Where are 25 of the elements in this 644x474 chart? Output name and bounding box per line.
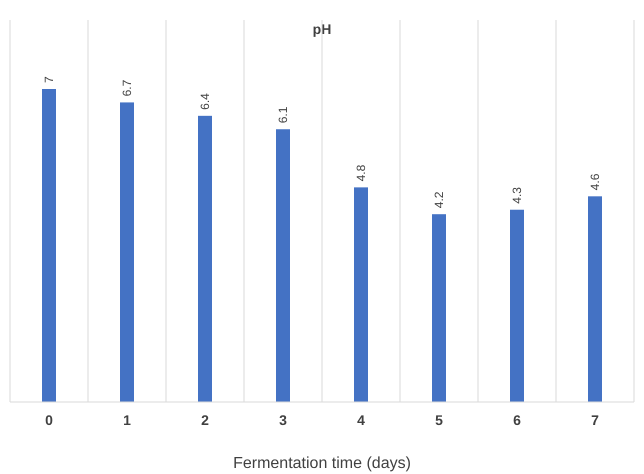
bar bbox=[120, 102, 134, 402]
data-label: 6.7 bbox=[120, 79, 134, 96]
data-label: 4.3 bbox=[510, 186, 524, 204]
x-tick-label: 6 bbox=[513, 412, 522, 428]
x-axis-title: Fermentation time (days) bbox=[233, 455, 411, 472]
bar bbox=[276, 129, 290, 402]
x-tick-label: 2 bbox=[201, 412, 210, 428]
bar bbox=[198, 116, 212, 402]
bar bbox=[432, 214, 446, 402]
data-label: 6.1 bbox=[276, 106, 290, 124]
x-tick-label: 3 bbox=[279, 412, 288, 428]
bar bbox=[42, 89, 56, 402]
data-label: 7 bbox=[42, 76, 56, 83]
data-label: 4.8 bbox=[354, 164, 368, 182]
data-label: 6.4 bbox=[198, 92, 212, 110]
x-tick-label: 1 bbox=[123, 412, 132, 428]
bar bbox=[354, 187, 368, 402]
x-tick-label: 0 bbox=[45, 412, 54, 428]
bar bbox=[510, 210, 524, 402]
data-label: 4.6 bbox=[588, 173, 602, 190]
bar bbox=[588, 196, 602, 402]
x-tick-label: 7 bbox=[591, 412, 600, 428]
data-label: 4.2 bbox=[432, 191, 446, 208]
x-tick-label: 4 bbox=[357, 412, 366, 428]
x-tick-label: 5 bbox=[435, 412, 444, 428]
